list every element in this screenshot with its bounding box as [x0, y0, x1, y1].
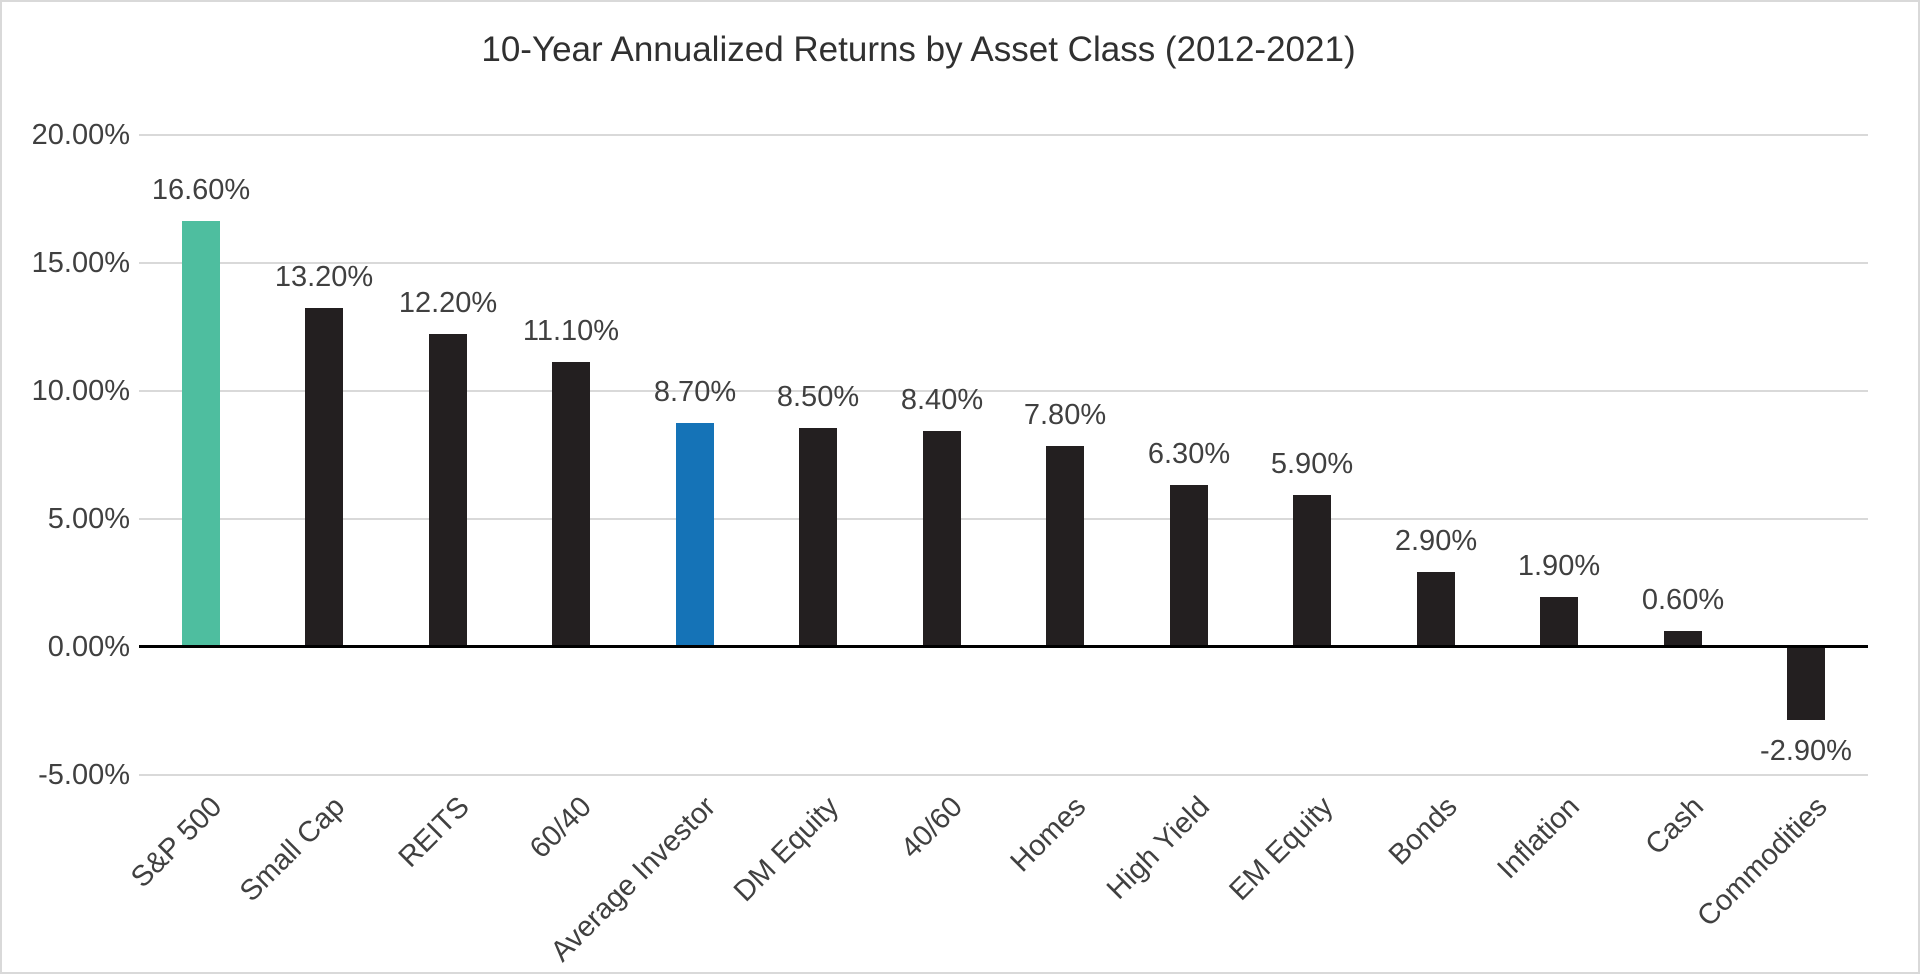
x-axis-label-reits: REITS: [392, 790, 476, 874]
value-label-small-cap: 13.20%: [274, 261, 374, 293]
value-label-inflation: 1.90%: [1517, 550, 1601, 582]
bar-60-40[interactable]: [552, 362, 590, 646]
value-label-reits: 12.20%: [398, 287, 498, 319]
value-label-dm-equity: 8.50%: [776, 381, 860, 413]
x-axis-label-dm-equity: DM Equity: [728, 790, 846, 908]
x-axis-label-60-40: 60/40: [524, 790, 599, 865]
x-axis-label-s-p-500: S&P 500: [125, 790, 229, 894]
gridline-15: [139, 262, 1868, 264]
y-axis-tick-label: 5.00%: [47, 503, 130, 535]
x-axis-label-homes: Homes: [1004, 790, 1093, 879]
bar-s-p-500[interactable]: [182, 221, 220, 646]
bar-cash[interactable]: [1664, 631, 1702, 646]
x-axis-label-commodities: Commodities: [1691, 790, 1834, 933]
value-label-60-40: 11.10%: [522, 315, 620, 347]
y-axis-tick-label: 20.00%: [31, 119, 130, 151]
gridline-20: [139, 134, 1868, 136]
y-axis-tick-label: -5.00%: [38, 759, 130, 791]
bar-bonds[interactable]: [1417, 572, 1455, 646]
value-label-40-60: 8.40%: [900, 384, 984, 416]
bar-dm-equity[interactable]: [799, 428, 837, 646]
value-label-high-yield: 6.30%: [1147, 438, 1231, 470]
bar-average-investor[interactable]: [676, 423, 714, 646]
gridline-10: [139, 390, 1868, 392]
y-axis-tick-label: 0.00%: [47, 631, 130, 663]
value-label-s-p-500: 16.60%: [151, 174, 251, 206]
value-label-bonds: 2.90%: [1394, 525, 1478, 557]
x-axis-label-inflation: Inflation: [1491, 790, 1587, 886]
x-axis-label-small-cap: Small Cap: [234, 790, 352, 908]
x-axis-label-bonds: Bonds: [1382, 790, 1464, 872]
gridline-5: [139, 518, 1868, 520]
value-label-cash: 0.60%: [1641, 584, 1725, 616]
y-axis-tick-label: 10.00%: [31, 375, 130, 407]
gridline--5: [139, 774, 1868, 776]
bar-small-cap[interactable]: [305, 308, 343, 646]
value-label-commodities: -2.90%: [1760, 735, 1852, 767]
bar-inflation[interactable]: [1540, 597, 1578, 646]
value-label-homes: 7.80%: [1023, 399, 1107, 431]
bar-high-yield[interactable]: [1170, 485, 1208, 646]
bar-40-60[interactable]: [923, 431, 961, 646]
chart-title: 10-Year Annualized Returns by Asset Clas…: [481, 30, 1356, 69]
bar-homes[interactable]: [1046, 446, 1084, 646]
x-axis-label-high-yield: High Yield: [1101, 790, 1217, 906]
x-axis-zero-line: [139, 645, 1868, 648]
x-axis-label-em-equity: EM Equity: [1223, 790, 1340, 907]
value-label-em-equity: 5.90%: [1270, 448, 1354, 480]
value-label-average-investor: 8.70%: [653, 376, 737, 408]
x-axis-label-40-60: 40/60: [895, 790, 970, 865]
bar-reits[interactable]: [429, 334, 467, 646]
y-axis-tick-label: 15.00%: [31, 247, 130, 279]
bar-commodities[interactable]: [1787, 646, 1825, 720]
bar-em-equity[interactable]: [1293, 495, 1331, 646]
x-axis-label-cash: Cash: [1639, 790, 1711, 862]
